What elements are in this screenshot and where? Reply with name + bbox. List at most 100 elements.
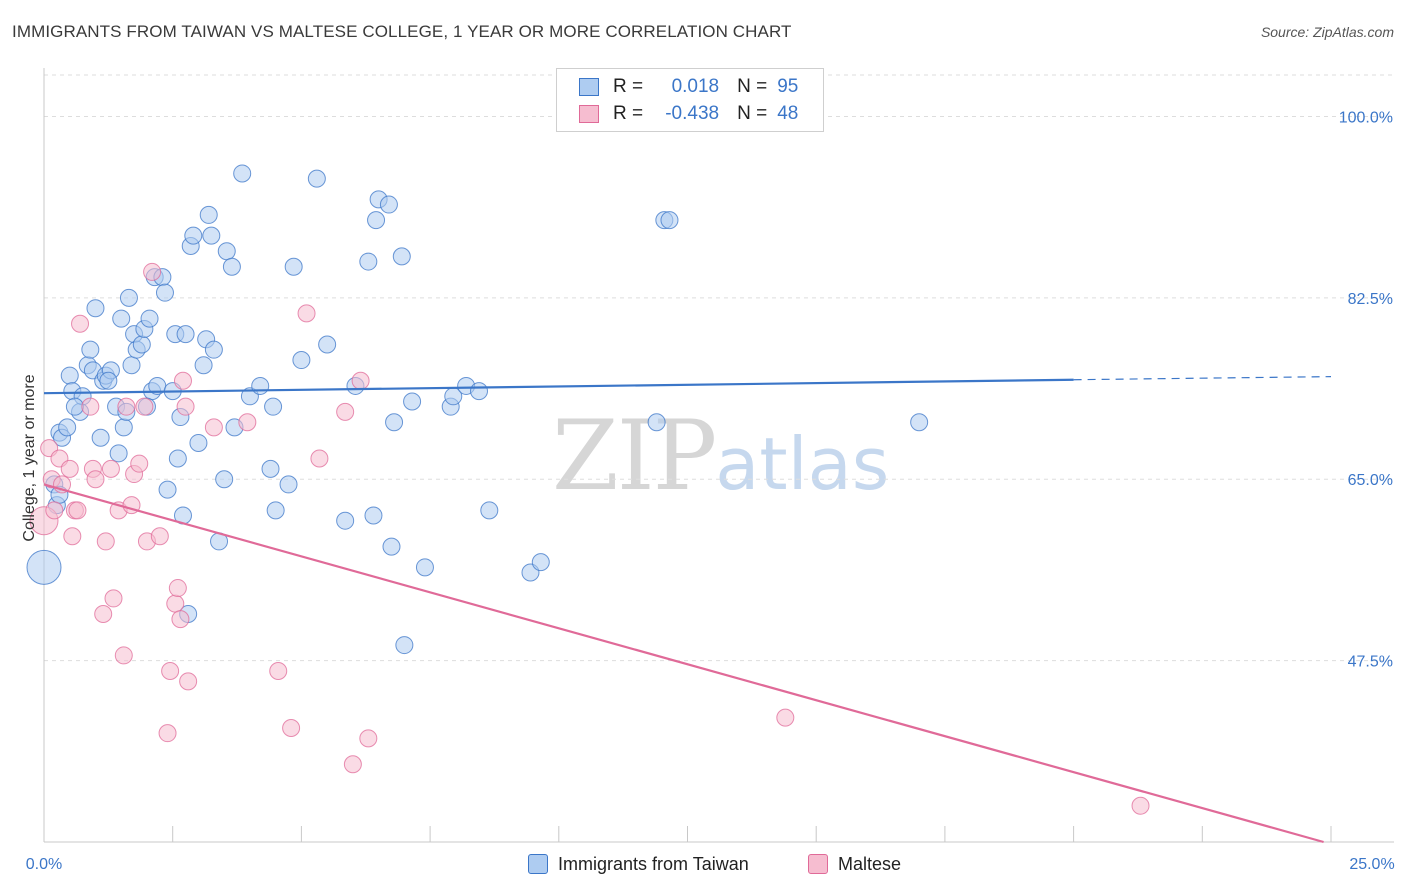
taiwan-point: [91, 428, 110, 447]
maltese-point: [96, 532, 115, 551]
taiwan-point: [215, 470, 234, 489]
taiwan-point: [910, 413, 929, 432]
source-label: Source: ZipAtlas.com: [1260, 24, 1394, 40]
taiwan-point: [261, 459, 280, 478]
maltese-point: [179, 672, 198, 691]
axis-layer: 100.0% 82.5% 65.0% 47.5% 0.0% 25.0%: [26, 68, 1395, 873]
maltese-point: [101, 459, 120, 478]
taiwan-point: [222, 257, 241, 276]
taiwan-point: [122, 356, 141, 375]
maltese-point: [94, 604, 113, 623]
taiwan-point: [264, 397, 283, 416]
bottom-legend-swatch-taiwan: [528, 854, 548, 874]
maltese-point: [282, 718, 301, 737]
taiwan-point: [382, 537, 401, 556]
legend-row-maltese: R = -0.438 N = 48: [579, 102, 798, 126]
taiwan-point: [385, 413, 404, 432]
maltese-point: [161, 661, 180, 680]
y-tick-label: 82.5%: [1348, 291, 1393, 308]
taiwan-point: [112, 309, 131, 328]
y-tick-label: 47.5%: [1348, 654, 1393, 671]
maltese-point: [1131, 796, 1150, 815]
taiwan-point: [415, 558, 434, 577]
taiwan-point: [114, 418, 133, 437]
legend-row-taiwan: R = 0.018 N = 95: [579, 75, 798, 99]
legend-n-value: 95: [777, 76, 799, 97]
y-tick-label: 65.0%: [1348, 472, 1393, 489]
taiwan-point: [86, 299, 105, 318]
bottom-legend-label-taiwan: Immigrants from Taiwan: [558, 853, 749, 874]
points-layer: [26, 164, 1150, 815]
taiwan-point: [279, 475, 298, 494]
taiwan-point: [109, 444, 128, 463]
taiwan-point: [65, 397, 84, 416]
taiwan-point: [58, 418, 77, 437]
maltese-point: [310, 449, 329, 468]
legend-swatch-taiwan: [579, 78, 599, 96]
taiwan-point: [379, 195, 398, 214]
taiwan-point: [189, 433, 208, 452]
trend-layer: [43, 376, 1332, 844]
legend-swatch-maltese: [579, 105, 599, 123]
legend-n-label: N =: [737, 76, 768, 97]
maltese-point: [81, 397, 100, 416]
maltese-point: [269, 661, 288, 680]
taiwan-point: [395, 636, 414, 655]
bottom-legend-maltese: Maltese: [808, 852, 901, 876]
maltese-point: [117, 397, 136, 416]
taiwan-point: [168, 449, 187, 468]
maltese-point: [176, 397, 195, 416]
taiwan-point: [132, 335, 151, 354]
maltese-point: [68, 501, 87, 520]
legend-n-label: N =: [737, 103, 768, 124]
y-tick-label: 100.0%: [1339, 109, 1393, 126]
maltese-point: [168, 579, 187, 598]
taiwan-point: [470, 382, 489, 401]
taiwan-point: [184, 226, 203, 245]
bottom-legend-swatch-maltese: [808, 854, 828, 874]
taiwan-point: [660, 211, 679, 230]
taiwan-point: [119, 288, 138, 307]
taiwan-point: [155, 283, 174, 302]
taiwan-point: [359, 252, 378, 271]
taiwan-point: [292, 351, 311, 370]
taiwan-point: [81, 340, 100, 359]
maltese-point: [86, 470, 105, 489]
taiwan-point: [194, 356, 213, 375]
taiwan-point: [336, 511, 355, 530]
taiwan-point: [26, 549, 62, 585]
watermark: ZIPatlas: [552, 400, 889, 512]
y-axis-label: College, 1 year or more: [21, 374, 38, 541]
maltese-point: [45, 501, 64, 520]
maltese-point: [171, 610, 190, 629]
taiwan-point: [367, 211, 386, 230]
maltese-point: [143, 262, 162, 281]
taiwan-point: [284, 257, 303, 276]
maltese-point: [130, 454, 149, 473]
maltese-point: [238, 413, 257, 432]
legend-r-label: R =: [613, 76, 644, 97]
maltese-point: [60, 459, 79, 478]
chart-title: IMMIGRANTS FROM TAIWAN VS MALTESE COLLEG…: [12, 22, 792, 41]
taiwan-point: [392, 247, 411, 266]
x-tick-label: 0.0%: [26, 856, 62, 873]
taiwan-point: [140, 309, 159, 328]
taiwan-trend-extension: [1073, 376, 1332, 381]
watermark-atlas: atlas: [715, 422, 890, 506]
maltese-point: [297, 304, 316, 323]
correlation-legend: R = 0.018 N = 95 R = -0.438 N = 48: [556, 68, 824, 132]
taiwan-point: [480, 501, 499, 520]
taiwan-point: [158, 480, 177, 499]
taiwan-point: [251, 376, 270, 395]
taiwan-trend-line: [43, 378, 1074, 395]
maltese-point: [63, 527, 82, 546]
taiwan-point: [202, 226, 221, 245]
maltese-point: [343, 755, 362, 774]
x-tick-label: 25.0%: [1349, 856, 1394, 873]
taiwan-point: [403, 392, 422, 411]
legend-r-value: 0.018: [671, 76, 720, 97]
maltese-point: [776, 708, 795, 727]
taiwan-point: [233, 164, 252, 183]
maltese-point: [204, 418, 223, 437]
